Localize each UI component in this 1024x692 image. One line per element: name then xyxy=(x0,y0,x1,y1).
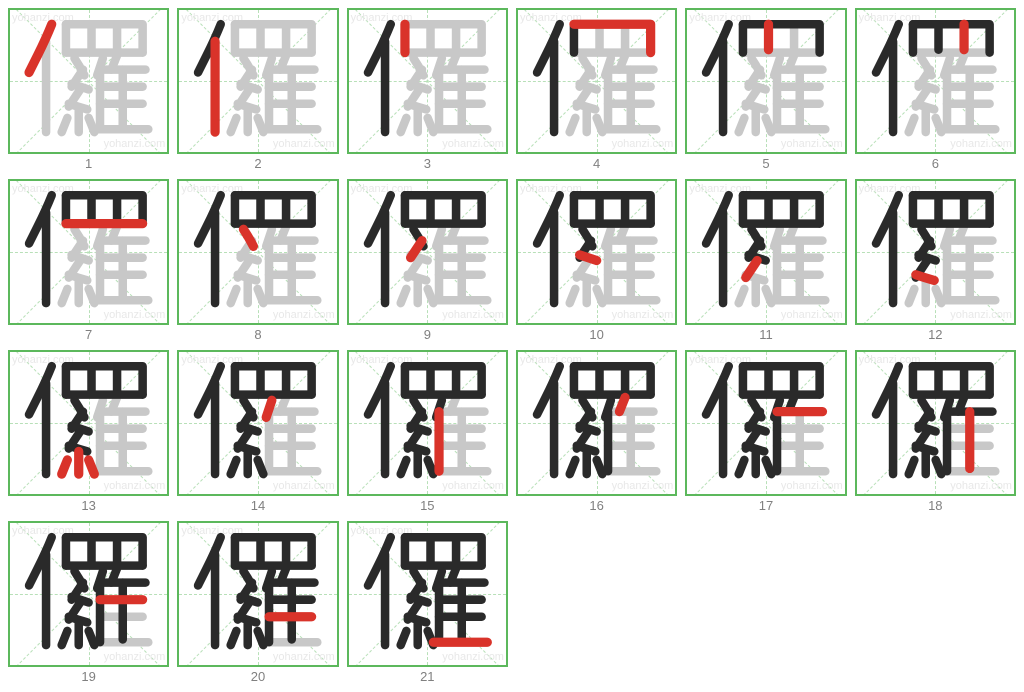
character-box: yohanzi.comyohanzi.com xyxy=(177,8,338,154)
character-box: yohanzi.comyohanzi.com xyxy=(8,8,169,154)
character-svg xyxy=(179,10,336,152)
character-svg xyxy=(518,181,675,323)
stroke-step-cell: yohanzi.comyohanzi.com 13 xyxy=(8,350,169,513)
step-number: 11 xyxy=(759,327,773,342)
stroke-step-cell: yohanzi.comyohanzi.com 21 xyxy=(347,521,508,684)
character-box: yohanzi.comyohanzi.com xyxy=(177,179,338,325)
character-svg xyxy=(687,352,844,494)
character-box: yohanzi.comyohanzi.com xyxy=(516,179,677,325)
character-box: yohanzi.comyohanzi.com xyxy=(8,521,169,667)
stroke-step-cell: yohanzi.comyohanzi.com 6 xyxy=(855,8,1016,171)
stroke-step-cell: yohanzi.comyohanzi.com 17 xyxy=(685,350,846,513)
character-box: yohanzi.comyohanzi.com xyxy=(8,350,169,496)
stroke-step-cell: yohanzi.comyohanzi.com 9 xyxy=(347,179,508,342)
character-box: yohanzi.comyohanzi.com xyxy=(685,179,846,325)
step-number: 16 xyxy=(589,498,603,513)
stroke-step-cell: yohanzi.comyohanzi.com 19 xyxy=(8,521,169,684)
character-svg xyxy=(10,181,167,323)
character-box: yohanzi.comyohanzi.com xyxy=(347,521,508,667)
character-box: yohanzi.comyohanzi.com xyxy=(516,350,677,496)
stroke-step-cell: yohanzi.comyohanzi.com 8 xyxy=(177,179,338,342)
empty-cell xyxy=(855,521,1016,684)
step-number: 3 xyxy=(424,156,431,171)
step-number: 8 xyxy=(254,327,261,342)
character-svg xyxy=(179,352,336,494)
stroke-step-cell: yohanzi.comyohanzi.com 11 xyxy=(685,179,846,342)
step-number: 13 xyxy=(81,498,95,513)
stroke-step-cell: yohanzi.comyohanzi.com 7 xyxy=(8,179,169,342)
character-svg xyxy=(179,181,336,323)
character-svg xyxy=(10,523,167,665)
step-number: 9 xyxy=(424,327,431,342)
step-number: 12 xyxy=(928,327,942,342)
stroke-step-cell: yohanzi.comyohanzi.com 5 xyxy=(685,8,846,171)
character-box: yohanzi.comyohanzi.com xyxy=(685,350,846,496)
step-number: 19 xyxy=(81,669,95,684)
stroke-step-cell: yohanzi.comyohanzi.com 14 xyxy=(177,350,338,513)
stroke-step-cell: yohanzi.comyohanzi.com 15 xyxy=(347,350,508,513)
character-svg xyxy=(349,352,506,494)
character-svg xyxy=(857,10,1014,152)
stroke-step-cell: yohanzi.comyohanzi.com 2 xyxy=(177,8,338,171)
character-box: yohanzi.comyohanzi.com xyxy=(516,8,677,154)
stroke-step-cell: yohanzi.comyohanzi.com 4 xyxy=(516,8,677,171)
step-number: 18 xyxy=(928,498,942,513)
character-svg xyxy=(349,10,506,152)
character-box: yohanzi.comyohanzi.com xyxy=(855,350,1016,496)
step-number: 10 xyxy=(589,327,603,342)
stroke-step-cell: yohanzi.comyohanzi.com 16 xyxy=(516,350,677,513)
step-number: 1 xyxy=(85,156,92,171)
character-svg xyxy=(349,181,506,323)
stroke-order-grid: yohanzi.comyohanzi.com 1 yohanzi.comyohan… xyxy=(0,0,1024,692)
stroke-step-cell: yohanzi.comyohanzi.com 18 xyxy=(855,350,1016,513)
character-svg xyxy=(10,352,167,494)
character-box: yohanzi.comyohanzi.com xyxy=(347,8,508,154)
empty-cell xyxy=(685,521,846,684)
step-number: 21 xyxy=(420,669,434,684)
character-svg xyxy=(179,523,336,665)
character-svg xyxy=(349,523,506,665)
character-svg xyxy=(518,352,675,494)
character-svg xyxy=(857,352,1014,494)
character-box: yohanzi.comyohanzi.com xyxy=(855,8,1016,154)
character-box: yohanzi.comyohanzi.com xyxy=(347,179,508,325)
stroke-step-cell: yohanzi.comyohanzi.com 12 xyxy=(855,179,1016,342)
step-number: 15 xyxy=(420,498,434,513)
character-box: yohanzi.comyohanzi.com xyxy=(347,350,508,496)
step-number: 20 xyxy=(251,669,265,684)
character-svg xyxy=(518,10,675,152)
character-box: yohanzi.comyohanzi.com xyxy=(685,8,846,154)
stroke-step-cell: yohanzi.comyohanzi.com 10 xyxy=(516,179,677,342)
character-svg xyxy=(687,181,844,323)
stroke-step-cell: yohanzi.comyohanzi.com 3 xyxy=(347,8,508,171)
character-svg xyxy=(687,10,844,152)
step-number: 17 xyxy=(759,498,773,513)
character-box: yohanzi.comyohanzi.com xyxy=(177,521,338,667)
character-box: yohanzi.comyohanzi.com xyxy=(855,179,1016,325)
empty-cell xyxy=(516,521,677,684)
step-number: 7 xyxy=(85,327,92,342)
step-number: 6 xyxy=(932,156,939,171)
character-svg xyxy=(857,181,1014,323)
character-box: yohanzi.comyohanzi.com xyxy=(8,179,169,325)
step-number: 2 xyxy=(254,156,261,171)
step-number: 14 xyxy=(251,498,265,513)
stroke-step-cell: yohanzi.comyohanzi.com 1 xyxy=(8,8,169,171)
character-box: yohanzi.comyohanzi.com xyxy=(177,350,338,496)
stroke-step-cell: yohanzi.comyohanzi.com 20 xyxy=(177,521,338,684)
character-svg xyxy=(10,10,167,152)
step-number: 4 xyxy=(593,156,600,171)
step-number: 5 xyxy=(762,156,769,171)
